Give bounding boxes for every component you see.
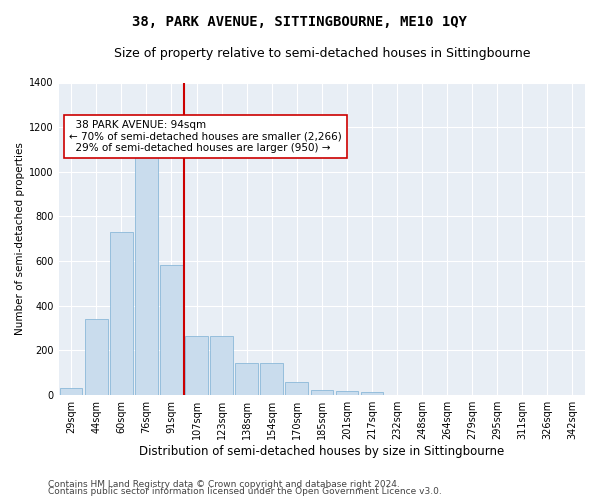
Text: 38, PARK AVENUE, SITTINGBOURNE, ME10 1QY: 38, PARK AVENUE, SITTINGBOURNE, ME10 1QY xyxy=(133,15,467,29)
Bar xyxy=(286,382,308,394)
Bar xyxy=(160,266,183,394)
Bar xyxy=(135,156,158,394)
Bar xyxy=(311,390,333,394)
Bar xyxy=(361,392,383,394)
Bar xyxy=(260,364,283,394)
Bar xyxy=(335,392,358,394)
Bar xyxy=(210,336,233,394)
Bar xyxy=(110,232,133,394)
Bar xyxy=(85,319,107,394)
Text: 38 PARK AVENUE: 94sqm
← 70% of semi-detached houses are smaller (2,266)
  29% of: 38 PARK AVENUE: 94sqm ← 70% of semi-deta… xyxy=(69,120,342,153)
Bar xyxy=(235,364,258,394)
Title: Size of property relative to semi-detached houses in Sittingbourne: Size of property relative to semi-detach… xyxy=(113,48,530,60)
Bar xyxy=(60,388,82,394)
Text: Contains HM Land Registry data © Crown copyright and database right 2024.: Contains HM Land Registry data © Crown c… xyxy=(48,480,400,489)
Y-axis label: Number of semi-detached properties: Number of semi-detached properties xyxy=(15,142,25,335)
X-axis label: Distribution of semi-detached houses by size in Sittingbourne: Distribution of semi-detached houses by … xyxy=(139,444,505,458)
Text: Contains public sector information licensed under the Open Government Licence v3: Contains public sector information licen… xyxy=(48,487,442,496)
Bar xyxy=(185,336,208,394)
